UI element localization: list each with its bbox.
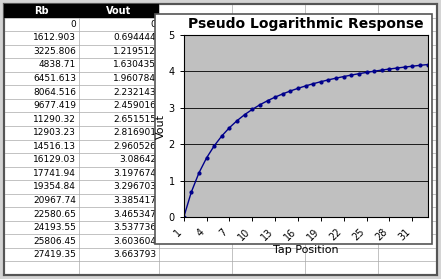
Text: 0.694444: 0.694444: [113, 33, 156, 42]
Text: 3.537736: 3.537736: [113, 223, 156, 232]
Bar: [4, 4, 79, 18]
Bar: [79, 4, 159, 18]
Text: 3.663793: 3.663793: [113, 250, 156, 259]
X-axis label: Tap Position: Tap Position: [273, 245, 338, 255]
Text: Vout: Vout: [106, 6, 131, 16]
Text: 24193.55: 24193.55: [33, 223, 76, 232]
Text: 11290.32: 11290.32: [33, 115, 76, 124]
Text: 25806.45: 25806.45: [33, 237, 76, 246]
Title: Pseudo Logarithmic Response: Pseudo Logarithmic Response: [188, 17, 423, 31]
Text: 4838.71: 4838.71: [39, 61, 76, 69]
Text: 27419.35: 27419.35: [33, 250, 76, 259]
Text: 22580.65: 22580.65: [33, 210, 76, 218]
Text: 1.219512: 1.219512: [113, 47, 156, 56]
Text: 8064.516: 8064.516: [33, 88, 76, 97]
Text: 3.385417: 3.385417: [113, 196, 156, 205]
Y-axis label: Vout: Vout: [156, 114, 166, 139]
Text: Rb: Rb: [34, 6, 49, 16]
Text: 2.651515: 2.651515: [113, 115, 156, 124]
Text: 2.459016: 2.459016: [113, 101, 156, 110]
Text: 1.630435: 1.630435: [113, 61, 156, 69]
Text: 2.816901: 2.816901: [113, 128, 156, 137]
Text: 19354.84: 19354.84: [33, 182, 76, 191]
Text: 1612.903: 1612.903: [33, 33, 76, 42]
Text: 3.603604: 3.603604: [113, 237, 156, 246]
Text: 9677.419: 9677.419: [33, 101, 76, 110]
Text: 0: 0: [70, 20, 76, 29]
Text: 2.232143: 2.232143: [113, 88, 156, 97]
Text: 14516.13: 14516.13: [33, 142, 76, 151]
Text: 20967.74: 20967.74: [33, 196, 76, 205]
Text: 0: 0: [150, 20, 156, 29]
Text: 3.08642: 3.08642: [119, 155, 156, 164]
Bar: [155, 14, 432, 244]
Text: 3.197674: 3.197674: [113, 169, 156, 178]
Text: 3.296703: 3.296703: [113, 182, 156, 191]
Text: 3.465347: 3.465347: [113, 210, 156, 218]
Text: 12903.23: 12903.23: [33, 128, 76, 137]
Text: 2.960526: 2.960526: [113, 142, 156, 151]
Text: 6451.613: 6451.613: [33, 74, 76, 83]
Text: 1.960784: 1.960784: [113, 74, 156, 83]
Text: 16129.03: 16129.03: [33, 155, 76, 164]
Text: 17741.94: 17741.94: [33, 169, 76, 178]
Text: 3225.806: 3225.806: [33, 47, 76, 56]
